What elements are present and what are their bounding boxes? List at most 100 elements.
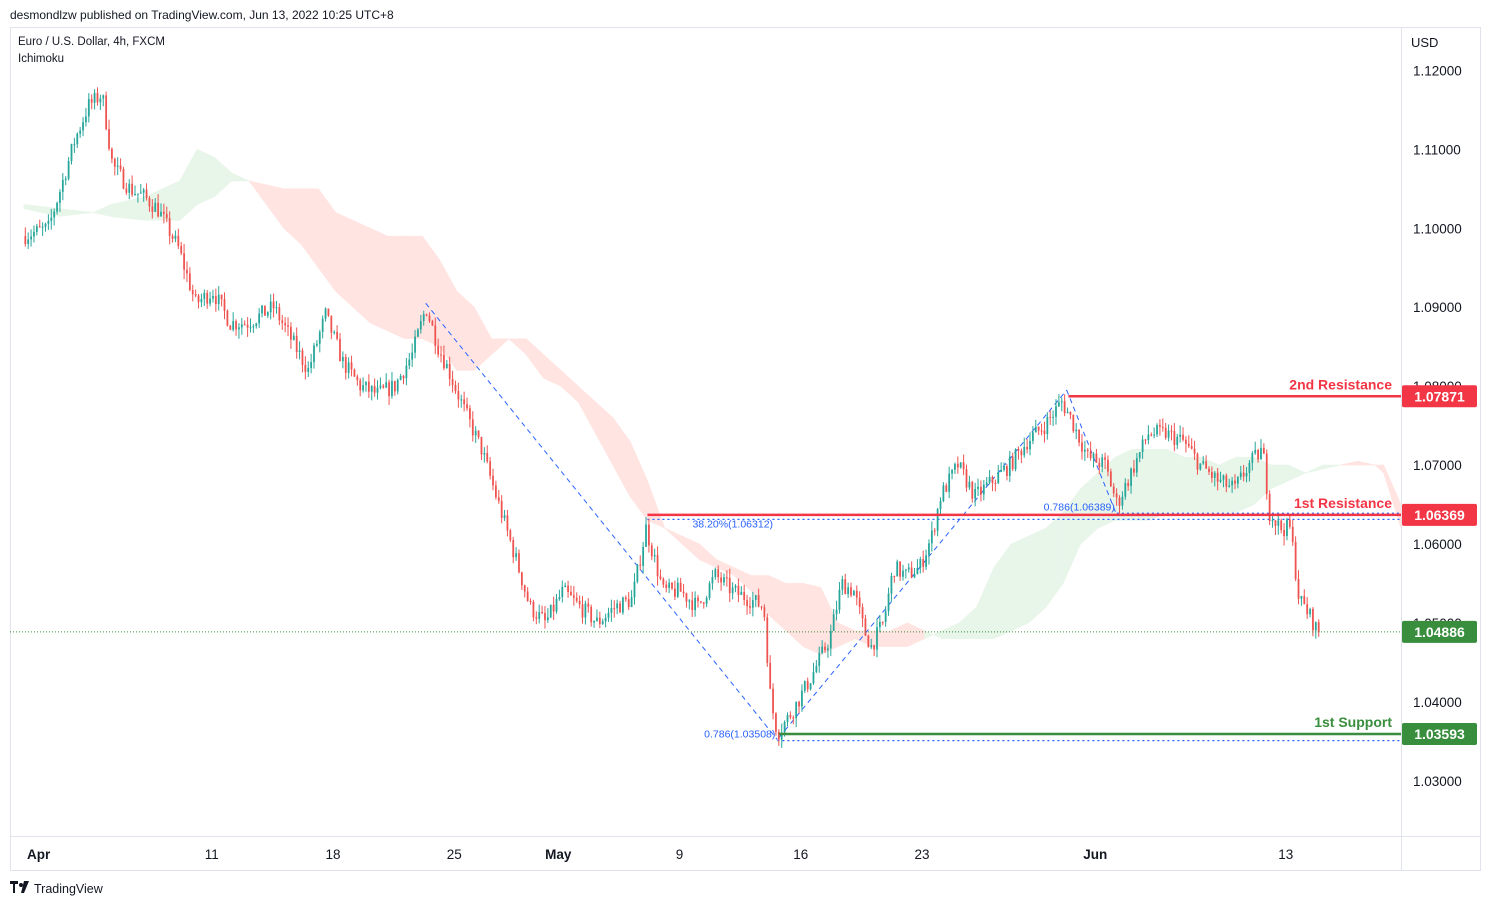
- candle-bear: [336, 331, 339, 339]
- candle-bull: [939, 501, 942, 510]
- candle-bull: [1199, 463, 1202, 470]
- symbol-legend[interactable]: Euro / U.S. Dollar, 4h, FXCM: [18, 36, 165, 48]
- candle-bear: [743, 591, 746, 601]
- candle-bear: [520, 572, 523, 586]
- candle-bear: [650, 545, 653, 557]
- candle-bear: [287, 325, 289, 327]
- cloud-segment: [751, 575, 770, 616]
- candle-bear: [180, 245, 183, 254]
- candle-bull: [714, 569, 717, 578]
- candle-bull: [318, 331, 321, 344]
- candle-bear: [994, 483, 997, 485]
- indicator-legend[interactable]: Ichimoku: [18, 53, 65, 65]
- cloud-segment: [560, 369, 579, 403]
- candle-bear: [746, 600, 748, 607]
- candle-bear: [685, 593, 688, 602]
- candle-bull: [1231, 480, 1234, 486]
- candle-bear: [359, 380, 362, 391]
- candle-bull: [936, 509, 939, 531]
- cloud-segment: [733, 567, 752, 593]
- candle-bull: [607, 612, 610, 618]
- candle-bull: [904, 569, 907, 571]
- cloud-segment: [595, 401, 614, 466]
- candle-bull: [483, 453, 486, 455]
- candle-bull: [653, 555, 656, 557]
- candle-bear: [1242, 472, 1245, 477]
- currency-label: USD: [1411, 35, 1438, 50]
- candle-bull: [561, 586, 564, 598]
- candle-bull: [385, 382, 388, 388]
- candle-bear: [1234, 480, 1236, 484]
- x-tick-label: 9: [676, 847, 684, 862]
- candle-bear: [1291, 526, 1294, 542]
- candle-bear: [1303, 596, 1306, 605]
- candle-bear: [824, 646, 826, 651]
- candle-bull: [1124, 483, 1127, 497]
- candle-bear: [1118, 497, 1121, 506]
- candle-bear: [290, 326, 292, 340]
- candle-bull: [275, 307, 278, 309]
- candle-bull: [137, 193, 139, 195]
- candle-bear: [125, 188, 128, 193]
- candle-bear: [775, 713, 777, 732]
- candle-bear: [243, 324, 246, 326]
- candle-bull: [616, 603, 619, 609]
- candle-bull: [70, 144, 73, 162]
- candle-bear: [1312, 609, 1314, 631]
- candle-bear: [183, 253, 185, 270]
- candle-bear: [486, 453, 489, 462]
- cloud-segment: [248, 180, 284, 230]
- y-tick-label: 1.09000: [1413, 300, 1462, 315]
- candle-bull: [803, 681, 806, 691]
- candle-bear: [572, 595, 575, 598]
- cloud-segment: [92, 204, 111, 217]
- candle-bull: [35, 226, 38, 232]
- candle-bear: [38, 226, 41, 228]
- candle-bear: [728, 577, 731, 594]
- candle-bear: [844, 579, 847, 595]
- tradingview-branding[interactable]: TradingView: [10, 881, 103, 896]
- candle-bull: [902, 570, 904, 577]
- candle-bear: [506, 515, 509, 531]
- candle-bull: [1314, 622, 1317, 631]
- candle-bull: [596, 617, 598, 621]
- candle-bear: [737, 585, 740, 595]
- y-tick-label: 1.11000: [1413, 142, 1461, 157]
- candle-bull: [258, 313, 261, 324]
- candle-bear: [1211, 471, 1213, 478]
- candle-bear: [1283, 530, 1285, 537]
- candle-bear: [1274, 520, 1277, 526]
- cloud-segment: [58, 208, 94, 217]
- candle-bull: [292, 335, 295, 340]
- candle-bear: [1078, 429, 1080, 443]
- candle-bear: [855, 590, 858, 598]
- cloud-segment: [370, 227, 388, 332]
- candle-bull: [154, 202, 157, 212]
- candle-bull: [1121, 496, 1124, 506]
- x-tick-label: Jun: [1083, 847, 1107, 862]
- candle-bull: [1219, 479, 1222, 482]
- candle-bull: [1271, 520, 1274, 522]
- candle-bear: [532, 601, 535, 618]
- candle-bear: [1182, 434, 1184, 440]
- candle-bear: [186, 269, 188, 274]
- candle-bear: [295, 335, 298, 353]
- candle-bull: [379, 385, 382, 388]
- candle-bear: [699, 601, 702, 603]
- candle-bull: [731, 587, 734, 594]
- cloud-segment: [924, 630, 943, 640]
- candle-bear: [367, 381, 370, 392]
- candle-bear: [206, 292, 209, 304]
- candle-bull: [128, 183, 131, 193]
- candle-bear: [469, 408, 471, 420]
- candle-bear: [327, 308, 330, 316]
- cloud-segment: [404, 235, 423, 340]
- cloud-segment: [1383, 464, 1402, 529]
- cloud-segment: [803, 583, 821, 655]
- candle-bull: [549, 604, 552, 618]
- cloud-segment: [612, 416, 631, 497]
- candle-bull: [853, 590, 855, 596]
- candle-bull: [633, 581, 636, 598]
- candle-bear: [246, 324, 249, 328]
